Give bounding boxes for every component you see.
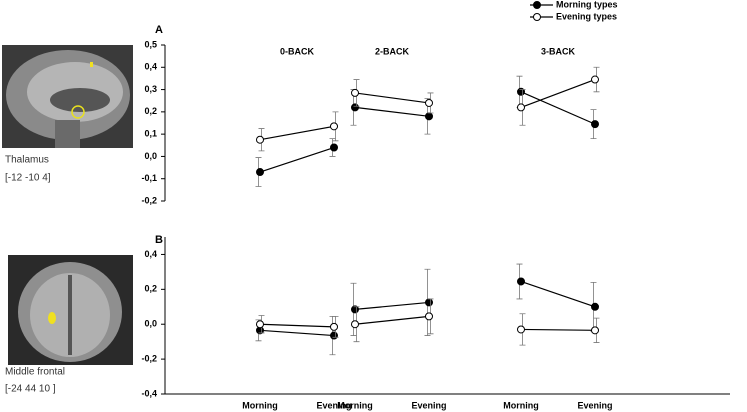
y-tick-label: -0,2	[141, 353, 157, 363]
series-line	[520, 78, 596, 108]
x-tick-label: Morning	[242, 400, 278, 410]
region-label: Thalamus	[5, 155, 49, 166]
frontal-image	[8, 255, 133, 365]
series-line	[520, 91, 596, 125]
y-tick-label: 0,5	[144, 39, 157, 49]
data-point	[330, 331, 338, 340]
data-point	[330, 122, 338, 131]
y-tick-label: 0,2	[144, 284, 157, 294]
data-point	[591, 75, 599, 84]
y-tick-label: 0,3	[144, 84, 157, 94]
series-line	[520, 328, 596, 331]
y-tick-label: -0,2	[141, 195, 157, 205]
x-tick-label: Evening	[316, 400, 351, 410]
data-point	[425, 312, 433, 321]
data-point	[425, 298, 433, 307]
data-point	[517, 325, 525, 334]
data-point	[330, 322, 338, 331]
series-line	[259, 329, 335, 337]
group-title: 0-BACK	[280, 46, 315, 56]
y-tick-label: 0,4	[144, 249, 157, 259]
data-point	[591, 302, 599, 311]
data-point	[256, 168, 264, 177]
y-tick-label: 0,0	[144, 319, 157, 329]
y-tick-label: -0,4	[141, 388, 157, 398]
y-tick-label: 0,4	[144, 62, 157, 72]
series-line	[354, 315, 430, 325]
series-line	[354, 106, 430, 117]
data-point	[517, 277, 525, 286]
panel-label: A	[155, 24, 163, 36]
series-line	[354, 92, 430, 104]
legend-label: Evening types	[556, 11, 617, 21]
data-point	[517, 103, 525, 112]
y-tick-label: 0,1	[144, 129, 157, 139]
thalamus-image	[2, 45, 133, 148]
data-point	[591, 120, 599, 129]
legend-label: Morning types	[556, 0, 618, 9]
x-tick-label: Morning	[503, 400, 539, 410]
series-line	[259, 125, 335, 141]
legend-marker	[533, 1, 541, 9]
group-title: 3-BACK	[541, 46, 576, 56]
data-point	[256, 135, 264, 144]
data-point	[591, 326, 599, 335]
data-point	[330, 143, 338, 152]
legend-marker	[533, 13, 541, 21]
y-tick-label: -0,1	[141, 173, 157, 183]
y-tick-label: 0,2	[144, 106, 157, 116]
panel-label: B	[155, 234, 163, 246]
x-tick-label: Evening	[577, 400, 612, 410]
data-point	[425, 98, 433, 107]
region-label: Middle frontal	[5, 367, 65, 378]
data-point	[351, 320, 359, 329]
region-coords: [-12 -10 4]	[5, 173, 51, 184]
series-line	[259, 323, 335, 328]
series-line	[259, 146, 335, 173]
y-tick-label: 0,0	[144, 151, 157, 161]
series-line	[520, 280, 596, 308]
x-tick-label: Evening	[411, 400, 446, 410]
data-point	[351, 88, 359, 97]
series-line	[354, 301, 430, 310]
group-title: 2-BACK	[375, 46, 410, 56]
x-tick-label: Morning	[337, 400, 373, 410]
data-point	[256, 320, 264, 329]
region-coords: [-24 44 10 ]	[5, 384, 56, 395]
data-point	[425, 112, 433, 121]
data-point	[351, 103, 359, 112]
